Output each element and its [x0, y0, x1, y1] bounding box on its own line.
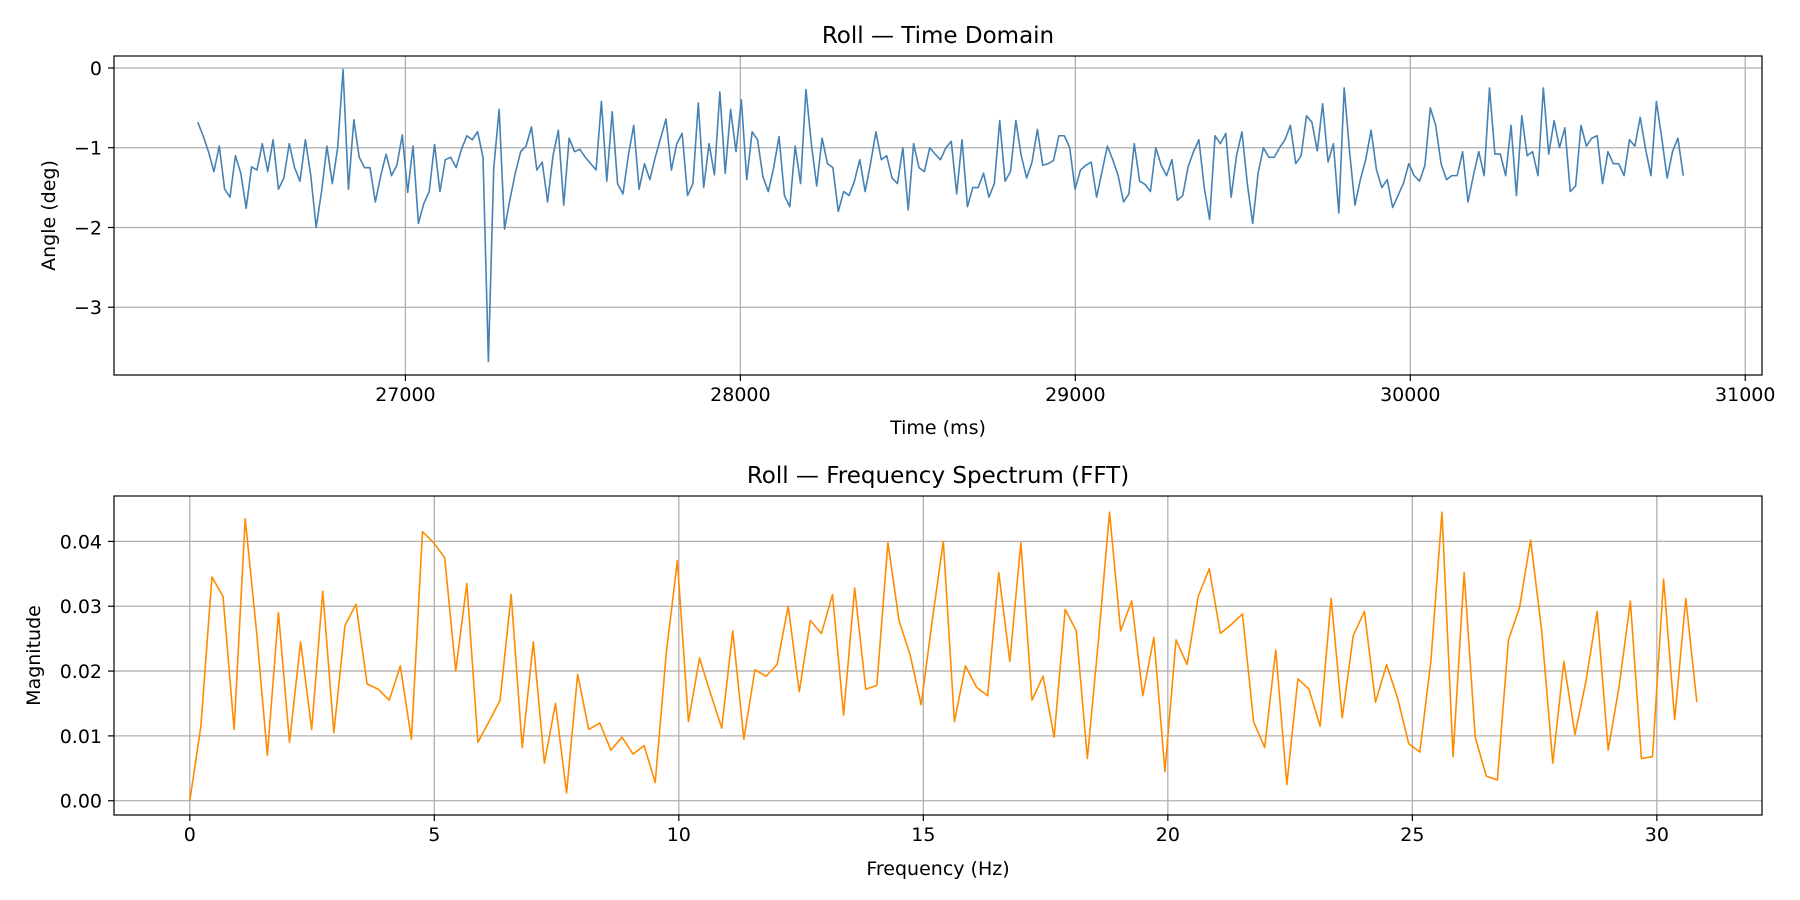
- frequency-spectrum-x-tick-label: 20: [1156, 824, 1180, 846]
- frequency-spectrum-series-line: [189, 511, 1698, 801]
- time-domain-x-tick-label: 28000: [710, 384, 770, 406]
- frequency-spectrum-plot-frame: [113, 495, 1763, 816]
- frequency-spectrum-chart: 0 5 10 15 20 25 30 0.00 0.01 0.02 0.03 0.04 Roll — …: [23, 463, 1763, 880]
- time-domain-x-axis-label: Time (ms): [889, 417, 986, 439]
- frequency-spectrum-y-axis-label: Magnitude: [23, 605, 45, 706]
- frequency-spectrum-x-tick-label: 0: [184, 824, 196, 846]
- time-domain-series-line: [196, 68, 1685, 363]
- frequency-spectrum-x-tick-label: 10: [667, 824, 691, 846]
- frequency-spectrum-x-tick-label: 25: [1400, 824, 1424, 846]
- frequency-spectrum-title: Roll — Frequency Spectrum (FFT): [747, 463, 1129, 489]
- time-domain-y-tick-label: −2: [74, 217, 102, 239]
- time-domain-ticks: 27000 28000 29000 30000 31000 0 −1 −2 −3: [74, 58, 1775, 406]
- time-domain-y-tick-label: 0: [90, 58, 102, 80]
- time-domain-grid: [114, 56, 1762, 375]
- time-domain-x-tick-label: 29000: [1045, 384, 1105, 406]
- time-domain-x-tick-label: 31000: [1715, 384, 1775, 406]
- time-domain-x-tick-label: 30000: [1380, 384, 1440, 406]
- time-domain-y-axis-label: Angle (deg): [38, 160, 60, 271]
- frequency-spectrum-x-axis-label: Frequency (Hz): [866, 858, 1009, 880]
- frequency-spectrum-x-tick-label: 30: [1645, 824, 1669, 846]
- frequency-spectrum-ticks: 0 5 10 15 20 25 30 0.00 0.01 0.02 0.03 0.04: [60, 531, 1669, 846]
- time-domain-chart: 27000 28000 29000 30000 31000 0 −1 −2 −3 Roll — …: [38, 23, 1775, 439]
- frequency-spectrum-y-tick-label: 0.03: [60, 596, 102, 618]
- time-domain-plot-frame: [113, 55, 1763, 376]
- frequency-spectrum-x-tick-label: 15: [911, 824, 935, 846]
- time-domain-y-tick-label: −1: [74, 138, 102, 160]
- frequency-spectrum-y-tick-label: 0.00: [60, 791, 102, 813]
- frequency-spectrum-x-tick-label: 5: [428, 824, 440, 846]
- time-domain-title: Roll — Time Domain: [822, 23, 1054, 49]
- frequency-spectrum-y-tick-label: 0.04: [60, 531, 102, 553]
- time-domain-y-tick-label: −3: [74, 297, 102, 319]
- time-domain-x-tick-label: 27000: [375, 384, 435, 406]
- frequency-spectrum-y-tick-label: 0.02: [60, 661, 102, 683]
- frequency-spectrum-grid: [114, 496, 1762, 815]
- frequency-spectrum-y-tick-label: 0.01: [60, 726, 102, 748]
